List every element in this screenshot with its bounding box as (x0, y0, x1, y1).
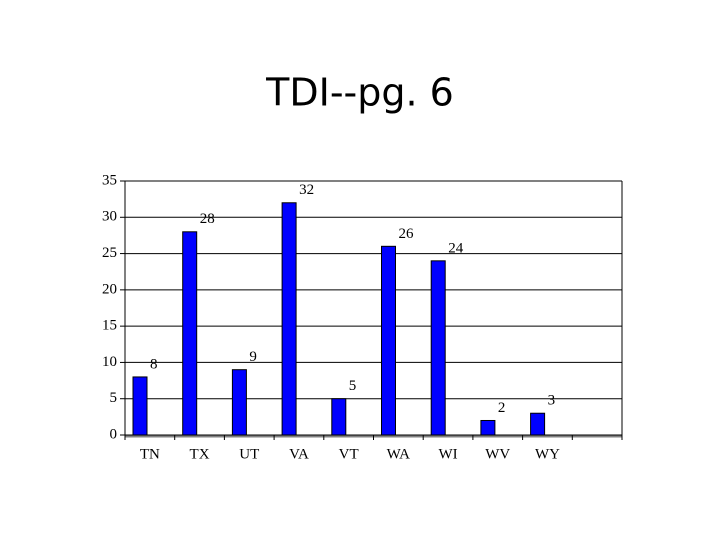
bar (331, 398, 347, 436)
x-tick-label: VT (339, 446, 359, 462)
data-label: 9 (249, 349, 257, 365)
bar (480, 419, 496, 436)
y-tick-label: 35 (102, 172, 117, 188)
bar (132, 376, 148, 436)
x-tick-label: VA (289, 446, 309, 462)
data-label: 24 (448, 240, 464, 256)
bar (281, 202, 297, 436)
bar (231, 369, 247, 436)
bar (381, 245, 396, 436)
y-tick-label: 25 (102, 245, 117, 261)
x-tick-label: WA (387, 446, 410, 462)
data-label: 3 (548, 393, 556, 409)
bar (182, 231, 198, 436)
bar (430, 260, 446, 436)
data-label: 32 (299, 182, 314, 198)
x-tick-label: UT (239, 446, 259, 462)
data-label: 28 (200, 211, 215, 227)
x-tick-label: WV (485, 446, 510, 462)
data-label: 2 (498, 400, 506, 416)
data-label: 26 (399, 226, 415, 242)
chart-title: TDI--pg. 6 (265, 71, 454, 115)
y-tick-label: 0 (110, 426, 118, 442)
data-label: 8 (150, 356, 158, 372)
y-tick-label: 10 (102, 354, 117, 370)
data-label: 5 (349, 378, 357, 394)
x-tick-label: TX (190, 446, 210, 462)
y-tick-label: 15 (102, 318, 117, 334)
bar (530, 412, 546, 436)
x-tick-label: TN (140, 446, 160, 462)
x-tick-label: WI (438, 446, 457, 462)
y-tick-label: 30 (102, 209, 117, 225)
y-tick-label: 20 (102, 281, 117, 297)
x-tick-label: WY (535, 446, 560, 462)
y-tick-label: 5 (110, 390, 118, 406)
